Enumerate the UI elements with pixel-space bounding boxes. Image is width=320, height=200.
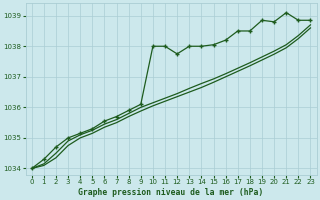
X-axis label: Graphe pression niveau de la mer (hPa): Graphe pression niveau de la mer (hPa): [78, 188, 264, 197]
